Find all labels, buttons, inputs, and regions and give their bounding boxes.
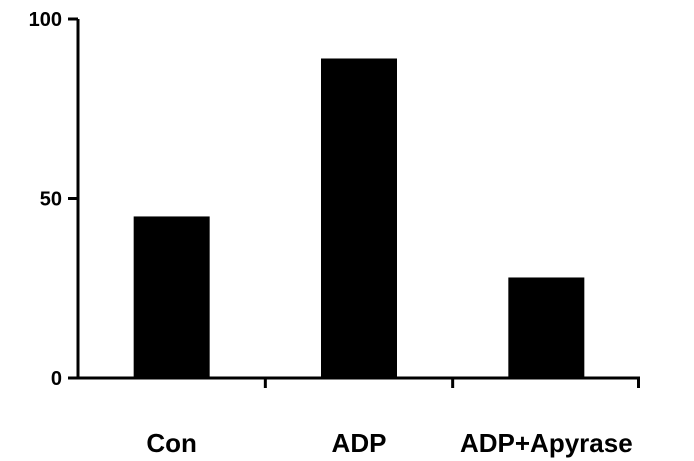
bars [133,58,585,379]
y-tick-label-50: 50 [40,189,62,211]
bar-adp-apyrase [508,277,585,378]
labels: 0 50 100 Con ADP ADP+Apyrase [29,9,633,458]
x-category-label: Con [146,428,197,458]
bar-con [133,216,210,378]
x-category-label: ADP [332,428,387,458]
x-category-label: ADP+Apyrase [460,428,633,458]
y-tick-label-0: 0 [51,368,62,390]
bar-adp [321,58,397,379]
y-tick-label-100: 100 [29,9,62,31]
